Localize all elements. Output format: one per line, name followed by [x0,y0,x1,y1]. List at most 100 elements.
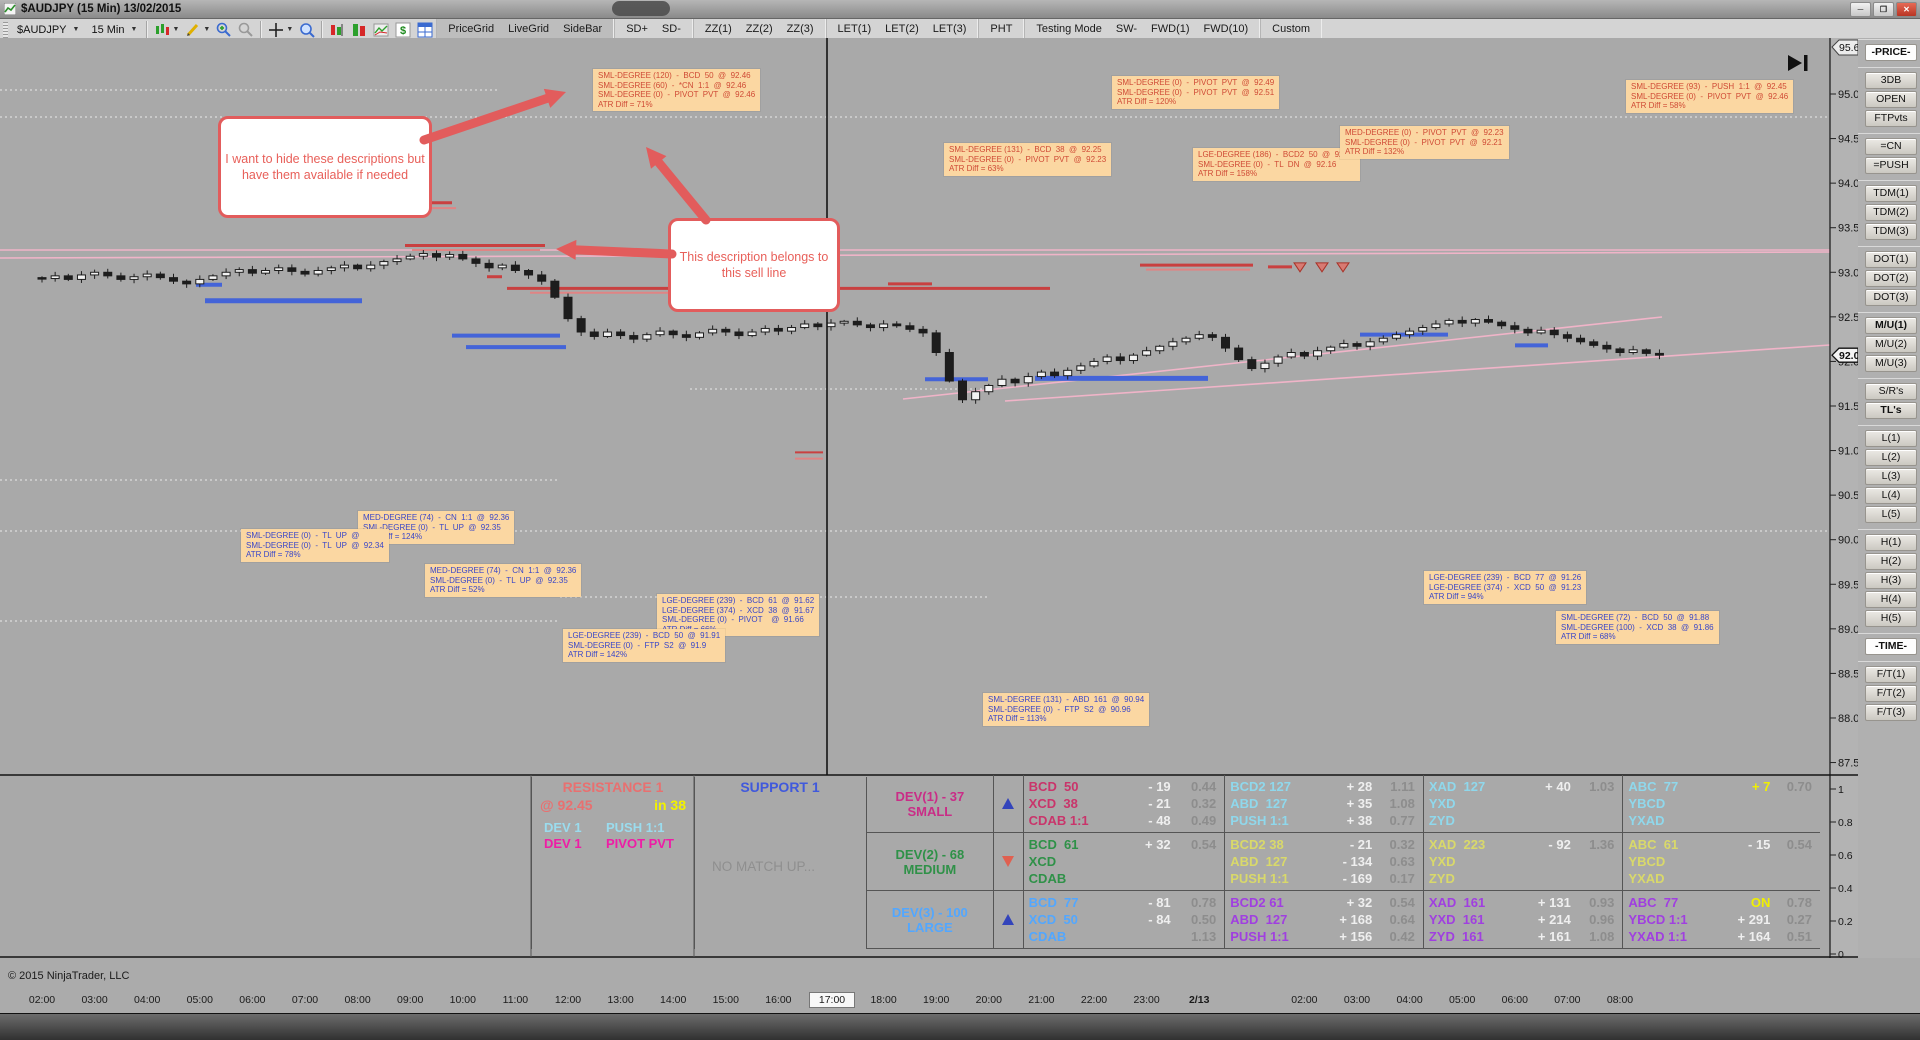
dev-row-label: DEV(3) - 100 LARGE [867,891,994,948]
sidebar-button-f-t-2[interactable]: F/T(2) [1865,685,1917,702]
account-button[interactable]: $ [392,20,414,39]
sidebar-button-h-5[interactable]: H(5) [1865,610,1917,627]
candlestick-style-icon [156,23,170,35]
degree-annotation[interactable]: MED-DEGREE (74) - CN 1:1 @ 92.36 SML-DEG… [425,564,582,597]
restore-button[interactable]: ❐ [1873,2,1894,17]
dev-label-cyan: DEV 1 [544,820,582,835]
sidebar-button-tl-s[interactable]: TL's [1865,402,1917,419]
sidebar-button-price[interactable]: -PRICE- [1865,44,1917,61]
magnifier-icon [300,22,315,38]
sidebar-button-open[interactable]: OPEN [1865,91,1917,108]
degree-annotation[interactable]: MED-DEGREE (0) - PIVOT PVT @ 92.23 SML-D… [1340,126,1509,159]
toolbar-button-zz-2[interactable]: ZZ(2) [745,23,773,35]
sidebar-button-3db[interactable]: 3DB [1865,72,1917,89]
mini-chart-button[interactable] [370,20,392,39]
svg-text:0.6: 0.6 [1838,850,1853,862]
time-axis[interactable]: 02:00 03:00 04:00 05:00 06:00 07:00 08:00 09:00… [0,958,1858,1013]
toolbar-button-zz-1[interactable]: ZZ(1) [704,23,732,35]
toolbar-button-let-3[interactable]: LET(3) [932,23,967,35]
sidebar-button-tdm-2[interactable]: TDM(2) [1865,204,1917,221]
sidebar-button-m-u-2[interactable]: M/U(2) [1865,336,1917,353]
degree-annotation[interactable]: LGE-DEGREE (186) - BCD2 50 @ 92.17 SML-D… [1193,148,1360,181]
degree-annotation[interactable]: SML-DEGREE (131) - BCD 38 @ 92.25 SML-DE… [944,143,1112,176]
toolbar-grip[interactable] [3,21,8,38]
toolbar-button-let-1[interactable]: LET(1) [837,23,872,35]
toolbar-button-sw[interactable]: SW- [1115,23,1138,35]
toolbar-button-livegrid[interactable]: LiveGrid [508,23,550,35]
sidebar-button-l-1[interactable]: L(1) [1865,430,1917,447]
drawing-tools-button[interactable]: ▼ [182,20,213,39]
sidebar-button-m-u-3[interactable]: M/U(3) [1865,355,1917,372]
degree-annotation[interactable]: SML-DEGREE (0) - PIVOT PVT @ 92.49 SML-D… [1112,76,1280,109]
sidebar-button-time[interactable]: -TIME- [1865,638,1917,655]
sidebar-group: TDM(1) TDM(2) TDM(3) [1858,180,1920,245]
sidebar-button-h-1[interactable]: H(1) [1865,534,1917,551]
sidebar-button-dot-1[interactable]: DOT(1) [1865,251,1917,268]
sidebar-button-h-4[interactable]: H(4) [1865,591,1917,608]
toolbar-button-zz-3[interactable]: ZZ(3) [786,23,814,35]
chart-style-button[interactable]: ▼ [151,20,182,39]
sidebar-button-l-5[interactable]: L(5) [1865,506,1917,523]
candlestick-series [37,250,1664,404]
sidebar-button-ftpvts[interactable]: FTPvts [1865,110,1917,127]
instrument-selector[interactable]: $AUDJPY ▼ [11,20,85,39]
sidebar-button-tdm-3[interactable]: TDM(3) [1865,223,1917,240]
degree-annotation[interactable]: SML-DEGREE (120) - BCD 50 @ 92.46 SML-DE… [593,69,761,111]
zoom-in-button[interactable] [213,20,235,39]
zoom-out-button[interactable] [235,20,257,39]
sidebar-button-l-4[interactable]: L(4) [1865,487,1917,504]
callout-note[interactable]: This description belongs to this sell li… [668,218,840,312]
time-label: 05:00 [186,994,213,1006]
interval-selector[interactable]: 15 Min ▼ [85,20,143,39]
degree-annotation[interactable]: SML-DEGREE (93) - PUSH 1:1 @ 92.45 SML-D… [1626,80,1794,113]
time-label: 07:00 [1554,994,1581,1006]
dev-group-4: ABC 77 ON 0.78 YBCD 1:1 + 291 0.27 YXAD 1:1 + 1… [1628,895,1812,944]
toolbar-button-sd[interactable]: SD- [661,23,681,35]
toolbar-button-custom[interactable]: Custom [1272,23,1311,35]
sidebar-button-f-t-3[interactable]: F/T(3) [1865,704,1917,721]
window-titlebar[interactable]: $AUDJPY (15 Min) 13/02/2015 ─ ❐ ✕ [0,0,1920,19]
callout-note[interactable]: I want to hide these descriptions but ha… [218,116,432,218]
toolbar-button-let-2[interactable]: LET(2) [885,23,919,35]
time-label: 19:00 [923,994,950,1006]
sidebar-button-f-t-1[interactable]: F/T(1) [1865,666,1917,683]
toolbar-button-pht[interactable]: PHT [990,23,1013,35]
market-analyzer-button[interactable] [348,20,370,39]
horizontal-scroll-area[interactable] [0,1013,1920,1040]
sidebar-button-s-r-s[interactable]: S/R's [1865,383,1917,400]
svg-text:93.00: 93.00 [1838,267,1858,279]
sidebar-group: 3DB OPEN FTPvts [1858,67,1920,132]
sidebar-button-h-3[interactable]: H(3) [1865,572,1917,589]
toolbar-button-sd[interactable]: SD+ [626,23,648,35]
toolbar-group: PriceGrid LiveGrid SideBar [436,19,615,40]
bar-analysis-button[interactable] [326,20,348,39]
sidebar-button-l-2[interactable]: L(2) [1865,449,1917,466]
degree-annotation[interactable]: LGE-DEGREE (239) - BCD 50 @ 91.91 SML-DE… [563,629,726,662]
toolbar-button-pricegrid[interactable]: PriceGrid [448,23,495,35]
degree-annotation[interactable]: SML-DEGREE (72) - BCD 50 @ 91.88 SML-DEG… [1556,611,1719,644]
crosshair-button[interactable]: ▼ [265,20,296,39]
data-box-button[interactable] [296,20,318,39]
sidebar-button-push[interactable]: =PUSH [1865,157,1917,174]
sidebar-button-h-2[interactable]: H(2) [1865,553,1917,570]
data-grid-button[interactable] [414,20,436,39]
sidebar-button-dot-3[interactable]: DOT(3) [1865,289,1917,306]
toolbar-button-fwd-10[interactable]: FWD(10) [1203,23,1249,35]
direction-down-icon [994,833,1024,890]
minimize-button[interactable]: ─ [1850,2,1871,17]
toolbar-button-testing-mode[interactable]: Testing Mode [1036,23,1102,35]
degree-annotation[interactable]: SML-DEGREE (131) - ABD 161 @ 90.94 SML-D… [983,693,1150,726]
time-label: 02:00 [1291,994,1318,1006]
degree-annotation[interactable]: SML-DEGREE (0) - TL UP @ SML-DEGREE (0) … [241,529,389,562]
close-button[interactable]: ✕ [1896,2,1917,17]
sidebar-button-cn[interactable]: =CN [1865,138,1917,155]
toolbar-button-fwd-1[interactable]: FWD(1) [1151,23,1190,35]
sidebar-button-m-u-1[interactable]: M/U(1) [1865,317,1917,334]
sidebar-button-dot-2[interactable]: DOT(2) [1865,270,1917,287]
sidebar-button-l-3[interactable]: L(3) [1865,468,1917,485]
sidebar-button-tdm-1[interactable]: TDM(1) [1865,185,1917,202]
toolbar-button-sidebar[interactable]: SideBar [563,23,603,35]
indicator-sidebar: -PRICE- 3DB OPEN FTPvts =CN =PUSH TDM(1) TDM(2)… [1858,38,1920,958]
instrument-label: $AUDJPY [17,23,67,36]
degree-annotation[interactable]: LGE-DEGREE (239) - BCD 77 @ 91.26 LGE-DE… [1424,571,1587,604]
